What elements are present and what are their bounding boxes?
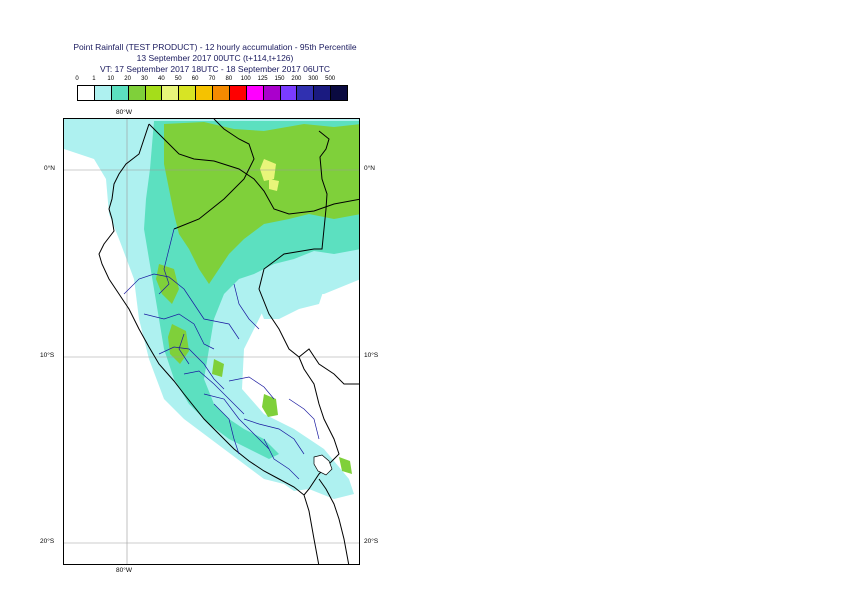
map-title: Point Rainfall (TEST PRODUCT) - 12 hourl… [40,42,390,75]
title-line-1: Point Rainfall (TEST PRODUCT) - 12 hourl… [73,42,357,52]
map-panel [63,118,360,565]
region-line-9 [263,438,300,480]
legend-color-swatch [313,85,332,101]
region-line-11 [213,403,240,455]
region-line-5 [183,370,245,415]
ecuador-border [148,123,359,215]
title-line-3: VT: 17 September 2017 18UTC - 18 Septemb… [99,64,331,74]
region-line-8 [243,418,305,455]
legend-color-swatch [178,85,197,101]
legend-color-swatch [77,85,95,101]
legend-color-swatch [262,85,281,101]
legend-color-swatch [212,85,230,101]
legend-threshold-label: 70 [208,76,216,82]
legend-threshold-label: 100 [240,76,251,82]
title-line-2: 13 September 2017 00UTC (t+114,t+126) [136,53,294,63]
rainfall-color-legend: 0 1 10 20 30 40 50 60 70 80 100 125 150 200 300 500 [75,76,348,102]
region-line-3 [143,313,215,350]
region-boundaries [123,228,320,480]
country-borders [98,119,359,564]
region-line-4 [158,346,225,390]
rain-area-heavy-4 [212,359,224,377]
legend-color-swatch [296,85,315,101]
legend-color-swatch [161,85,180,101]
lat-label-left-0n: 0°N [44,165,55,172]
lat-label-right-0n: 0°N [364,165,375,172]
legend-color-swatch [330,85,348,101]
region-line-13 [233,283,260,330]
rain-area-heavy [164,122,359,284]
region-line-6 [203,393,270,450]
legend-threshold-label: 50 [174,76,182,82]
chile-border [318,478,350,564]
legend-threshold-label: 1 [92,76,96,82]
legend-threshold-label: 30 [141,76,148,82]
lon-label-top: 80°W [116,109,132,116]
rain-area-light-extra [254,284,324,319]
region-line-2 [123,273,240,340]
legend-threshold-label: 0 [75,76,79,82]
brazil-border [258,130,359,385]
legend-threshold-label: 150 [274,76,285,82]
legend-color-swatch [195,85,213,101]
legend-color-swatch [279,85,298,101]
legend-color-swatch [228,85,247,101]
lat-label-right-10s: 10°S [364,352,379,359]
legend-threshold-label: 300 [308,76,319,82]
legend-threshold-label: 500 [325,76,336,82]
graticule [64,119,359,564]
legend-threshold-label: 10 [107,76,115,82]
legend-threshold-label: 20 [124,76,131,82]
lat-label-left-20s: 20°S [40,538,55,545]
region-line-7 [228,376,275,400]
legend-threshold-label: 80 [225,76,233,82]
lat-label-right-20s: 20°S [364,538,379,545]
region-line-12 [178,333,190,365]
lon-label-bottom: 80°W [116,567,132,574]
bolivia-border [298,356,340,496]
legend-color-swatch [93,85,112,101]
legend-color-swatch [144,85,163,101]
coastline [98,123,320,564]
legend-threshold-label: 40 [158,76,165,82]
legend-color-swatch [127,85,146,101]
rainfall-map [64,119,359,564]
lat-label-left-10s: 10°S [40,352,55,359]
colombia-border [173,119,255,230]
rain-area-heavy-2 [156,264,179,304]
rain-area-heavy-6 [339,457,352,474]
region-line-1 [158,228,175,295]
legend-color-swatch [110,85,129,101]
lake-titicaca [313,454,333,476]
rain-peak-area-2 [269,179,279,191]
legend-threshold-label: 200 [291,76,302,82]
legend-threshold-label: 125 [257,76,268,82]
legend-color-swatch [245,85,264,101]
legend-threshold-label: 60 [191,76,199,82]
region-line-10 [288,398,320,440]
rain-area-heavy-5 [262,394,278,417]
